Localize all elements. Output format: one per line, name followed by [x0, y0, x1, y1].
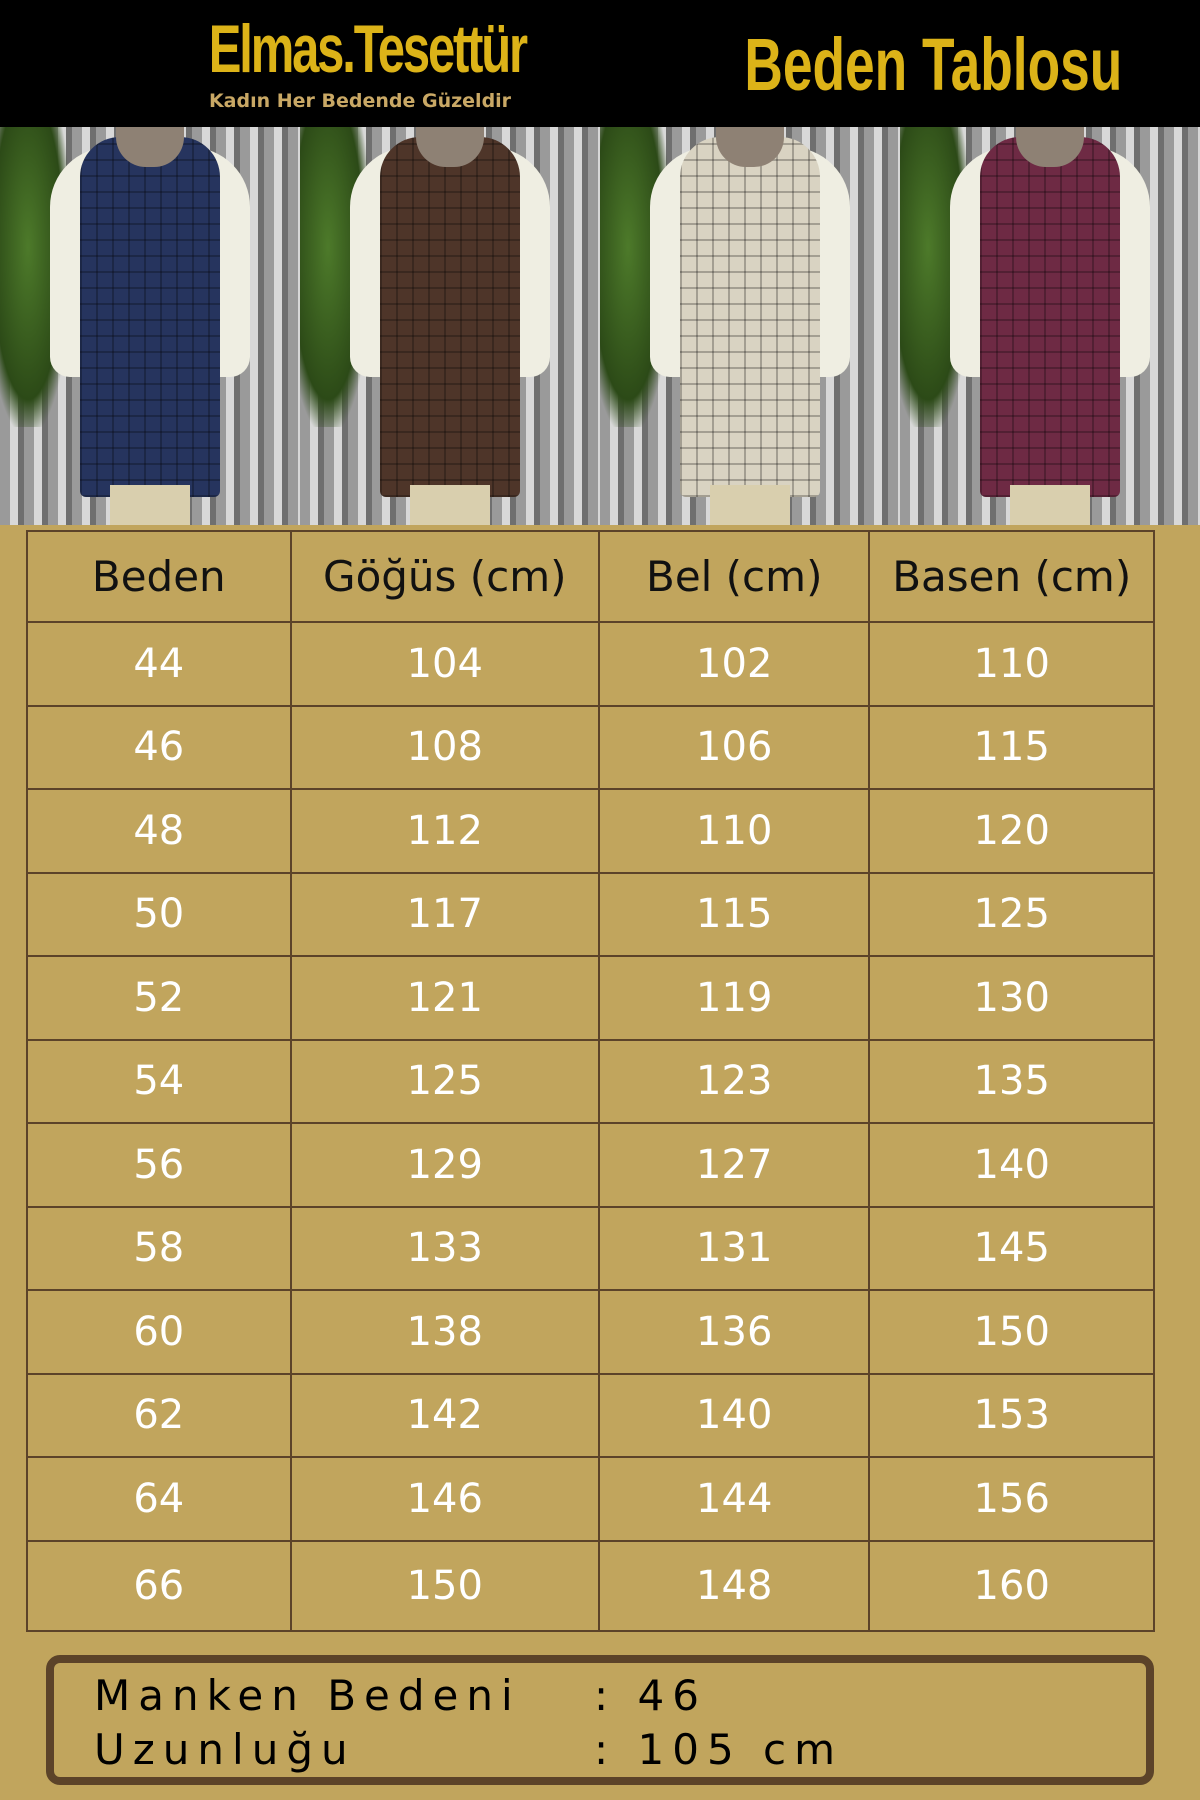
- table-cell: 48: [26, 788, 292, 874]
- table-cell: 145: [868, 1205, 1155, 1291]
- model-length-label: Uzunluğu: [94, 1725, 356, 1774]
- table-row: 64 146 144 156: [26, 1456, 1155, 1542]
- model-length-value: : 105 cm: [594, 1725, 844, 1774]
- header: Elmas.Tesettür Kadın Her Bedende Güzeldi…: [0, 0, 1200, 127]
- table-cell: 160: [868, 1539, 1155, 1632]
- hijab: [1016, 127, 1084, 167]
- hijab: [716, 127, 784, 167]
- table-row: 56 129 127 140: [26, 1122, 1155, 1208]
- table-row: 44 104 102 110: [26, 621, 1155, 707]
- table-cell: 46: [26, 704, 292, 790]
- table-cell: 148: [598, 1539, 871, 1632]
- table-cell: 108: [289, 704, 601, 790]
- table-cell: 150: [289, 1539, 601, 1632]
- table-cell: 144: [598, 1456, 871, 1542]
- table-cell: 133: [289, 1205, 601, 1291]
- model-legs: [410, 485, 490, 525]
- product-photo: [600, 127, 900, 525]
- product-photos: [0, 127, 1200, 525]
- table-cell: 130: [868, 955, 1155, 1041]
- model-size-label: Manken Bedeni: [94, 1671, 521, 1720]
- column-header: Bel (cm): [598, 530, 871, 623]
- table-row: 48 112 110 120: [26, 788, 1155, 874]
- model-legs: [710, 485, 790, 525]
- table-cell: 140: [868, 1122, 1155, 1208]
- table-cell: 125: [289, 1038, 601, 1124]
- table-cell: 56: [26, 1122, 292, 1208]
- table-cell: 121: [289, 955, 601, 1041]
- quilted-vest: [980, 137, 1120, 497]
- table-cell: 127: [598, 1122, 871, 1208]
- brand-tagline: Kadın Her Bedende Güzeldir: [208, 90, 512, 112]
- table-cell: 123: [598, 1038, 871, 1124]
- table-cell: 115: [868, 704, 1155, 790]
- table-cell: 66: [26, 1539, 292, 1632]
- table-cell: 58: [26, 1205, 292, 1291]
- table-cell: 156: [868, 1456, 1155, 1542]
- table-cell: 142: [289, 1372, 601, 1458]
- table-row: 58 133 131 145: [26, 1205, 1155, 1291]
- model-legs: [110, 485, 190, 525]
- table-cell: 110: [598, 788, 871, 874]
- table-cell: 140: [598, 1372, 871, 1458]
- table-row: 50 117 115 125: [26, 871, 1155, 957]
- table-cell: 125: [868, 871, 1155, 957]
- table-cell: 138: [289, 1289, 601, 1375]
- table-row: 52 121 119 130: [26, 955, 1155, 1041]
- table-row: 62 142 140 153: [26, 1372, 1155, 1458]
- table-row: 66 150 148 160: [26, 1539, 1155, 1632]
- hijab: [116, 127, 184, 167]
- product-photo: [300, 127, 600, 525]
- table-cell: 129: [289, 1122, 601, 1208]
- table-cell: 64: [26, 1456, 292, 1542]
- table-cell: 135: [868, 1038, 1155, 1124]
- table-cell: 115: [598, 871, 871, 957]
- table-row: 60 138 136 150: [26, 1289, 1155, 1375]
- model-info-box: Manken Bedeni : 46 Uzunluğu : 105 cm: [46, 1655, 1154, 1785]
- table-cell: 62: [26, 1372, 292, 1458]
- model-size-row: Manken Bedeni : 46: [94, 1671, 707, 1720]
- table-cell: 112: [289, 788, 601, 874]
- table-cell: 110: [868, 621, 1155, 707]
- product-photo: [900, 127, 1200, 525]
- hijab: [416, 127, 484, 167]
- model-length-row: Uzunluğu : 105 cm: [94, 1725, 843, 1774]
- table-cell: 120: [868, 788, 1155, 874]
- table-cell: 102: [598, 621, 871, 707]
- table-cell: 52: [26, 955, 292, 1041]
- size-table: Beden Göğüs (cm) Bel (cm) Basen (cm) 44 104 1…: [26, 530, 1155, 1632]
- table-cell: 54: [26, 1038, 292, 1124]
- quilted-vest: [80, 137, 220, 497]
- table-cell: 136: [598, 1289, 871, 1375]
- table-cell: 50: [26, 871, 292, 957]
- table-cell: 44: [26, 621, 292, 707]
- table-cell: 150: [868, 1289, 1155, 1375]
- table-cell: 131: [598, 1205, 871, 1291]
- brand-logo: Elmas.Tesettür: [208, 11, 528, 87]
- table-cell: 117: [289, 871, 601, 957]
- model-legs: [1010, 485, 1090, 525]
- quilted-vest: [380, 137, 520, 497]
- table-row: 46 108 106 115: [26, 704, 1155, 790]
- column-header: Basen (cm): [868, 530, 1155, 623]
- table-row: 54 125 123 135: [26, 1038, 1155, 1124]
- column-header: Göğüs (cm): [289, 530, 601, 623]
- table-cell: 119: [598, 955, 871, 1041]
- table-cell: 106: [598, 704, 871, 790]
- page-title: Beden Tablosu: [744, 23, 1123, 106]
- column-header: Beden: [26, 530, 292, 623]
- table-cell: 104: [289, 621, 601, 707]
- table-header-row: Beden Göğüs (cm) Bel (cm) Basen (cm): [26, 530, 1155, 623]
- model-size-value: : 46: [594, 1671, 707, 1720]
- table-cell: 146: [289, 1456, 601, 1542]
- table-cell: 153: [868, 1372, 1155, 1458]
- table-cell: 60: [26, 1289, 292, 1375]
- product-photo: [0, 127, 300, 525]
- quilted-vest: [680, 137, 820, 497]
